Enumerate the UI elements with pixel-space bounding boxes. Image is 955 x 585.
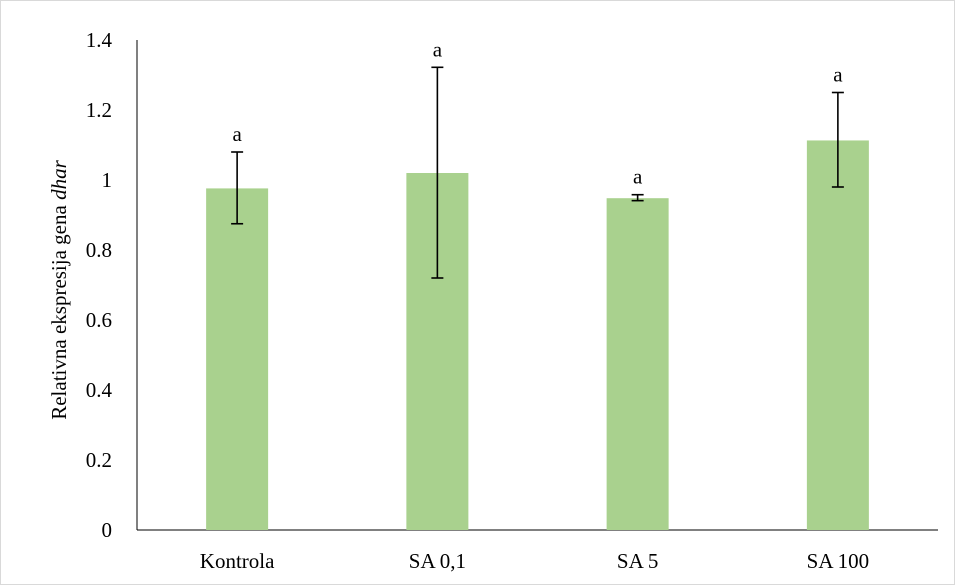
bars <box>206 140 869 530</box>
category-label: SA 5 <box>617 549 658 573</box>
error-bars <box>231 66 844 279</box>
y-tick-label: 0.8 <box>86 238 112 262</box>
y-axis-label-text: Relativna ekspresija gena <box>47 205 71 420</box>
significance-labels: a a a a <box>232 37 843 188</box>
y-axis-label: Relativna ekspresija gena dhar <box>47 159 71 419</box>
significance-label: a <box>433 37 443 61</box>
y-tick-label: 1 <box>102 168 113 192</box>
category-label: SA 100 <box>807 549 869 573</box>
y-tick-labels: 0 0.2 0.4 0.6 0.8 1 1.2 1.4 <box>86 28 113 542</box>
bar <box>606 198 669 530</box>
category-labels: Kontrola SA 0,1 SA 5 SA 100 <box>200 549 869 573</box>
bar <box>806 140 869 530</box>
significance-label: a <box>833 63 843 87</box>
significance-label: a <box>232 122 242 146</box>
y-tick-label: 1.4 <box>86 28 113 52</box>
y-tick-label: 1.2 <box>86 98 112 122</box>
bar <box>206 188 269 530</box>
y-tick-label: 0.2 <box>86 448 112 472</box>
category-label: Kontrola <box>200 549 275 573</box>
y-tick-label: 0.4 <box>86 378 113 402</box>
category-label: SA 0,1 <box>409 549 466 573</box>
y-tick-label: 0 <box>102 518 113 542</box>
y-tick-label: 0.6 <box>86 308 112 332</box>
chart-axes <box>136 40 938 531</box>
significance-label: a <box>633 165 643 189</box>
y-axis-label-gene: dhar <box>47 159 71 200</box>
